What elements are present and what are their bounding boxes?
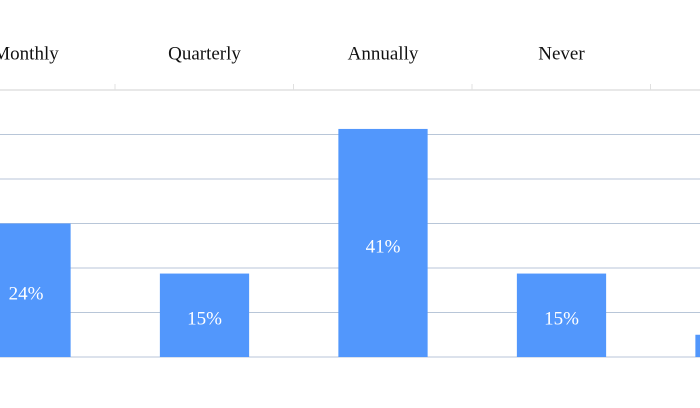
bar <box>0 223 71 357</box>
header-separators <box>114 84 651 90</box>
x-tick-label: Quarterly <box>168 43 241 64</box>
bar <box>695 334 700 357</box>
bar <box>338 128 428 357</box>
x-tick-label: Never <box>538 43 585 64</box>
bar <box>516 273 607 357</box>
bar <box>159 273 250 357</box>
data-label: 24% <box>9 284 44 305</box>
data-label: 41% <box>366 236 401 257</box>
x-tick-label: Annually <box>348 43 419 64</box>
data-label: 15% <box>187 309 222 330</box>
data-label: 15% <box>544 309 579 330</box>
x-tick-label: Monthly <box>0 43 59 64</box>
